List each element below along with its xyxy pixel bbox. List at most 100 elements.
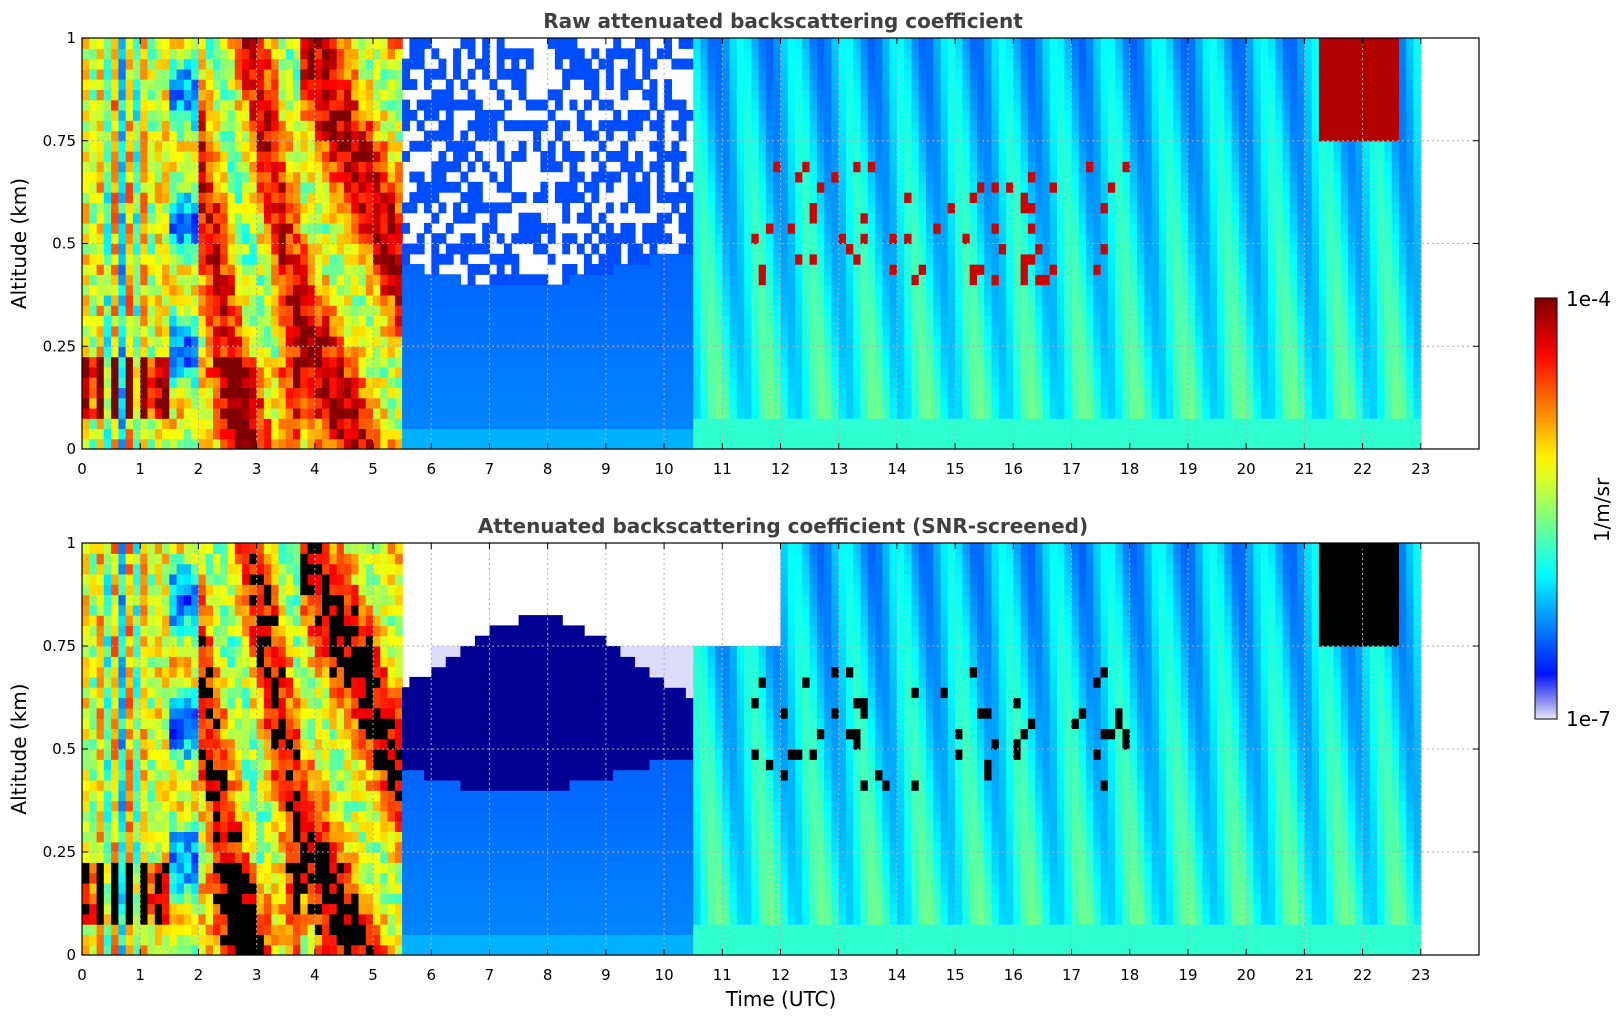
- heatmap-cell: [380, 305, 389, 316]
- heatmap-cell: [365, 181, 374, 193]
- heatmap-cell: [918, 79, 927, 90]
- heatmap-cell: [744, 325, 752, 337]
- heatmap-cell: [242, 140, 250, 152]
- heatmap-cell: [300, 202, 309, 214]
- heatmap-cell: [860, 346, 869, 358]
- heatmap-cell: [118, 222, 127, 234]
- heatmap-cell: [758, 130, 767, 142]
- heatmap-cell: [969, 68, 978, 80]
- heatmap-cell: [751, 109, 760, 121]
- heatmap-cell: [846, 130, 854, 142]
- heatmap-cell: [846, 233, 854, 245]
- heatmap-cell: [787, 79, 796, 90]
- heatmap-cell: [125, 222, 134, 234]
- heatmap-cell: [795, 418, 803, 430]
- heatmap-cell: [882, 161, 891, 173]
- heatmap-cell: [387, 68, 396, 80]
- heatmap-cell: [926, 171, 934, 183]
- heatmap-cell: [824, 161, 833, 173]
- heatmap-cell: [213, 418, 221, 430]
- heatmap-cell: [343, 397, 352, 409]
- heatmap-cell: [933, 68, 942, 80]
- heatmap-cell: [103, 243, 112, 255]
- heatmap-cell: [387, 366, 396, 378]
- heatmap-cell: [955, 264, 963, 275]
- heatmap-cell: [904, 192, 913, 203]
- heatmap-cell: [722, 48, 731, 60]
- heatmap-cell: [154, 315, 163, 327]
- heatmap-cell: [598, 171, 607, 183]
- heatmap-cell: [969, 171, 978, 183]
- heatmap-cell: [504, 48, 512, 60]
- heatmap-cell: [1064, 181, 1073, 193]
- heatmap-cell: [96, 325, 105, 337]
- heatmap-cell: [431, 438, 440, 450]
- heatmap-cell: [584, 274, 592, 286]
- heatmap-cell: [183, 336, 192, 347]
- heatmap-cell: [525, 428, 534, 440]
- heatmap-cell: [263, 120, 272, 132]
- heatmap-cell: [365, 438, 374, 450]
- heatmap-cell: [467, 120, 476, 132]
- heatmap-cell: [154, 140, 163, 152]
- heatmap-cell: [853, 336, 862, 347]
- heatmap-cell: [1006, 397, 1014, 409]
- heatmap-cell: [984, 89, 993, 101]
- heatmap-cell: [1035, 274, 1044, 286]
- heatmap-cell: [511, 356, 520, 368]
- heatmap-cell: [162, 274, 170, 286]
- heatmap-cell: [285, 305, 294, 316]
- heatmap-cell: [562, 243, 571, 255]
- heatmap-cell: [278, 428, 287, 440]
- heatmap-cell: [351, 140, 360, 152]
- heatmap-cell: [140, 79, 149, 90]
- heatmap-cell: [904, 305, 913, 316]
- heatmap-cell: [1049, 171, 1058, 183]
- heatmap-cell: [882, 171, 891, 183]
- heatmap-cell: [424, 428, 432, 440]
- heatmap-cell: [169, 120, 178, 132]
- heatmap-cell: [365, 99, 374, 111]
- heatmap-cell: [82, 89, 90, 101]
- heatmap-cell: [933, 192, 942, 203]
- heatmap-cell: [445, 99, 454, 111]
- heatmap-cell: [1027, 274, 1036, 286]
- heatmap-cell: [1064, 253, 1073, 265]
- heatmap-cell: [736, 58, 745, 70]
- heatmap-cell: [911, 356, 920, 368]
- heatmap-cell: [467, 397, 476, 409]
- heatmap-cell: [343, 58, 352, 70]
- heatmap-cell: [249, 336, 258, 347]
- heatmap-cell: [547, 387, 556, 399]
- heatmap-cell: [736, 192, 745, 203]
- heatmap-cell: [263, 151, 272, 162]
- heatmap-cell: [394, 140, 403, 152]
- heatmap-cell: [940, 294, 949, 306]
- heatmap-cell: [176, 233, 185, 245]
- heatmap-cell: [773, 346, 782, 358]
- heatmap-cell: [125, 407, 134, 419]
- heatmap-cell: [1035, 438, 1044, 450]
- heatmap-cell: [656, 397, 665, 409]
- heatmap-cell: [285, 418, 294, 430]
- heatmap-cell: [118, 89, 127, 101]
- heatmap-cell: [685, 243, 694, 255]
- heatmap-cell: [162, 356, 170, 368]
- heatmap-cell: [693, 305, 702, 316]
- heatmap-cell: [431, 294, 440, 306]
- heatmap-cell: [671, 120, 680, 132]
- heatmap-cell: [678, 356, 687, 368]
- heatmap-cell: [176, 161, 185, 173]
- heatmap-cell: [802, 192, 811, 203]
- heatmap-cell: [795, 253, 803, 265]
- heatmap-cell: [838, 325, 847, 337]
- heatmap-cell: [489, 305, 498, 316]
- heatmap-cell: [445, 356, 454, 368]
- heatmap-cell: [533, 212, 541, 224]
- heatmap-cell: [882, 48, 891, 60]
- heatmap-cell: [103, 253, 112, 265]
- heatmap-cell: [977, 387, 985, 399]
- heatmap-cell: [547, 140, 556, 152]
- heatmap-cell: [940, 151, 949, 162]
- heatmap-cell: [278, 366, 287, 378]
